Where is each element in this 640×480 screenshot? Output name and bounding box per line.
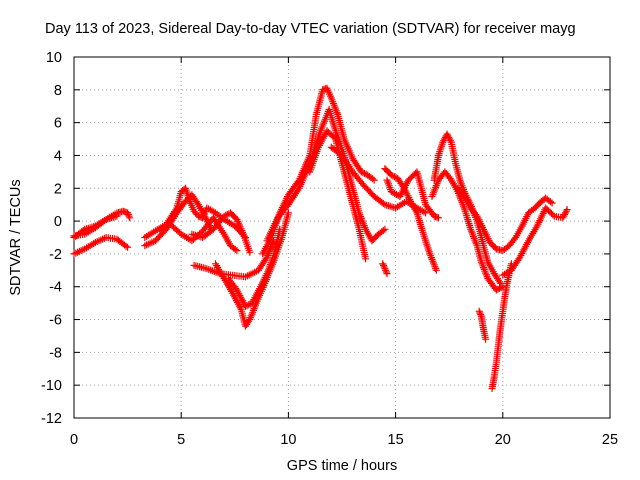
x-axis-label: GPS time / hours <box>287 458 397 474</box>
data-point-markers <box>379 260 391 278</box>
data-point-markers <box>383 168 442 222</box>
y-tick-label: 0 <box>54 214 62 230</box>
series-track-u <box>475 307 490 343</box>
y-tick-label: -8 <box>49 345 62 361</box>
series-track-h <box>190 237 277 281</box>
data-point-markers <box>475 307 490 343</box>
series-track-q <box>430 130 505 287</box>
data-point-markers <box>70 234 132 258</box>
chart-title: Day 113 of 2023, Sidereal Day-to-day VTE… <box>45 21 576 37</box>
series-track-b <box>70 234 132 258</box>
x-tick-label: 15 <box>388 432 404 448</box>
x-tick-label: 25 <box>602 432 618 448</box>
data-point-markers <box>381 165 440 274</box>
x-tick-label: 0 <box>70 432 78 448</box>
series-track-j <box>224 225 284 310</box>
y-tick-label: -12 <box>41 411 62 427</box>
data-point-markers <box>70 212 121 241</box>
series-track-g <box>156 214 241 255</box>
y-tick-label: -2 <box>49 247 62 263</box>
data-point-markers <box>156 214 241 255</box>
series-track-r <box>428 168 507 294</box>
data-points <box>70 84 571 392</box>
x-tick-label: 10 <box>280 432 296 448</box>
y-tick-label: 6 <box>54 116 62 132</box>
data-point-markers <box>499 204 571 279</box>
y-axis-label: SDTVAR / TECUs <box>8 179 24 295</box>
series-track-m <box>306 127 370 263</box>
series-track-s <box>454 184 556 255</box>
y-tick-label: -10 <box>41 378 62 394</box>
y-tick-label: -6 <box>49 313 62 329</box>
series-track-w <box>379 260 391 278</box>
data-point-markers <box>190 237 277 281</box>
x-tick-label: 20 <box>495 432 511 448</box>
series-track-t <box>488 260 515 392</box>
axis-ticks: 0 5 10 15 20 25 -12 -10 -8 -6 -4 -2 0 2 4 6 8 10 <box>41 50 618 448</box>
series-track-p <box>383 168 442 222</box>
series-track-o <box>381 165 440 274</box>
data-point-markers <box>430 130 505 287</box>
series-track-c <box>70 212 121 241</box>
data-point-markers <box>428 168 507 294</box>
y-tick-label: 10 <box>46 50 62 66</box>
data-point-markers <box>224 225 284 310</box>
data-point-markers <box>454 184 556 255</box>
y-tick-label: 2 <box>54 181 62 197</box>
x-tick-label: 5 <box>177 432 185 448</box>
y-tick-label: 8 <box>54 83 62 99</box>
y-tick-label: -4 <box>49 280 62 296</box>
data-point-markers <box>306 127 370 263</box>
y-tick-label: 4 <box>54 148 62 164</box>
series-track-v <box>499 204 571 279</box>
data-point-markers <box>488 260 515 392</box>
